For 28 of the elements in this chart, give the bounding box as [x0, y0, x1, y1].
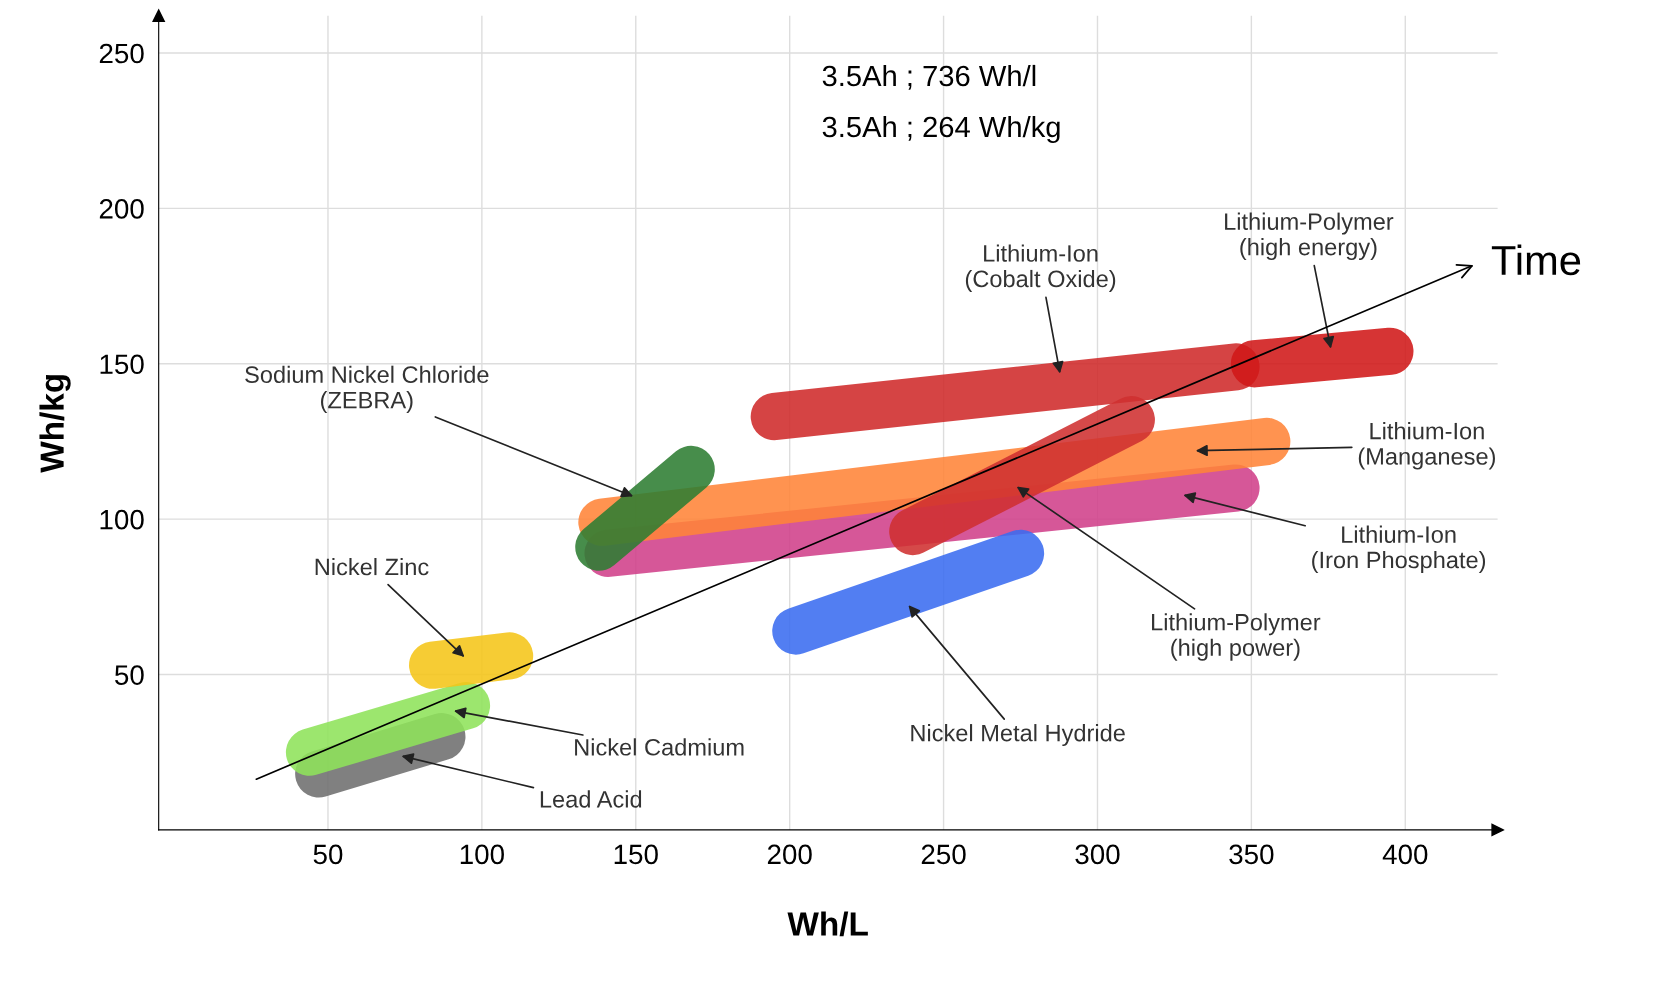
y-tick-label: 250: [99, 43, 144, 64]
annotation: Lead Acid: [540, 790, 642, 808]
annotation: Lithium-Ion (Iron Phosphate): [1312, 525, 1486, 574]
x-tick-label: 400: [1382, 844, 1428, 865]
y-tick-label: 50: [115, 665, 144, 685]
x-axis-title: Wh/L: [787, 911, 868, 937]
annotation: Nickel Metal Hydride: [911, 724, 1125, 747]
y-tick-label: 150: [100, 354, 144, 375]
annotation: Lithium-Polymer (high power): [1152, 613, 1321, 661]
annotation: Sodium Nickel Chloride (ZEBRA): [245, 365, 489, 414]
annotation: Lithium-Ion (Manganese): [1358, 422, 1495, 470]
x-tick-label: 150: [614, 844, 658, 865]
x-tick-label: 250: [921, 844, 966, 865]
y-tick-label: 100: [100, 509, 144, 530]
x-tick-label: 350: [1229, 844, 1274, 865]
annotation: Time: [1491, 244, 1581, 276]
annotation: Lithium-Polymer (high energy): [1225, 212, 1394, 261]
annotation: Nickel Cadmium: [575, 738, 744, 756]
y-axis-title: Wh/kg: [39, 375, 71, 473]
annotation: 3.5Ah ; 736 Wh/l: [822, 64, 1036, 90]
annotation: Nickel Zinc: [315, 557, 429, 576]
annotation: Lithium-Ion (Cobalt Oxide): [965, 244, 1116, 292]
x-tick-label: 300: [1075, 844, 1120, 865]
y-tick-label: 200: [99, 199, 144, 219]
x-tick-label: 200: [767, 844, 812, 865]
annotation: 3.5Ah ; 264 Wh/kg: [822, 115, 1060, 144]
x-tick-label: 50: [313, 844, 343, 865]
x-tick-label: 100: [460, 844, 504, 865]
